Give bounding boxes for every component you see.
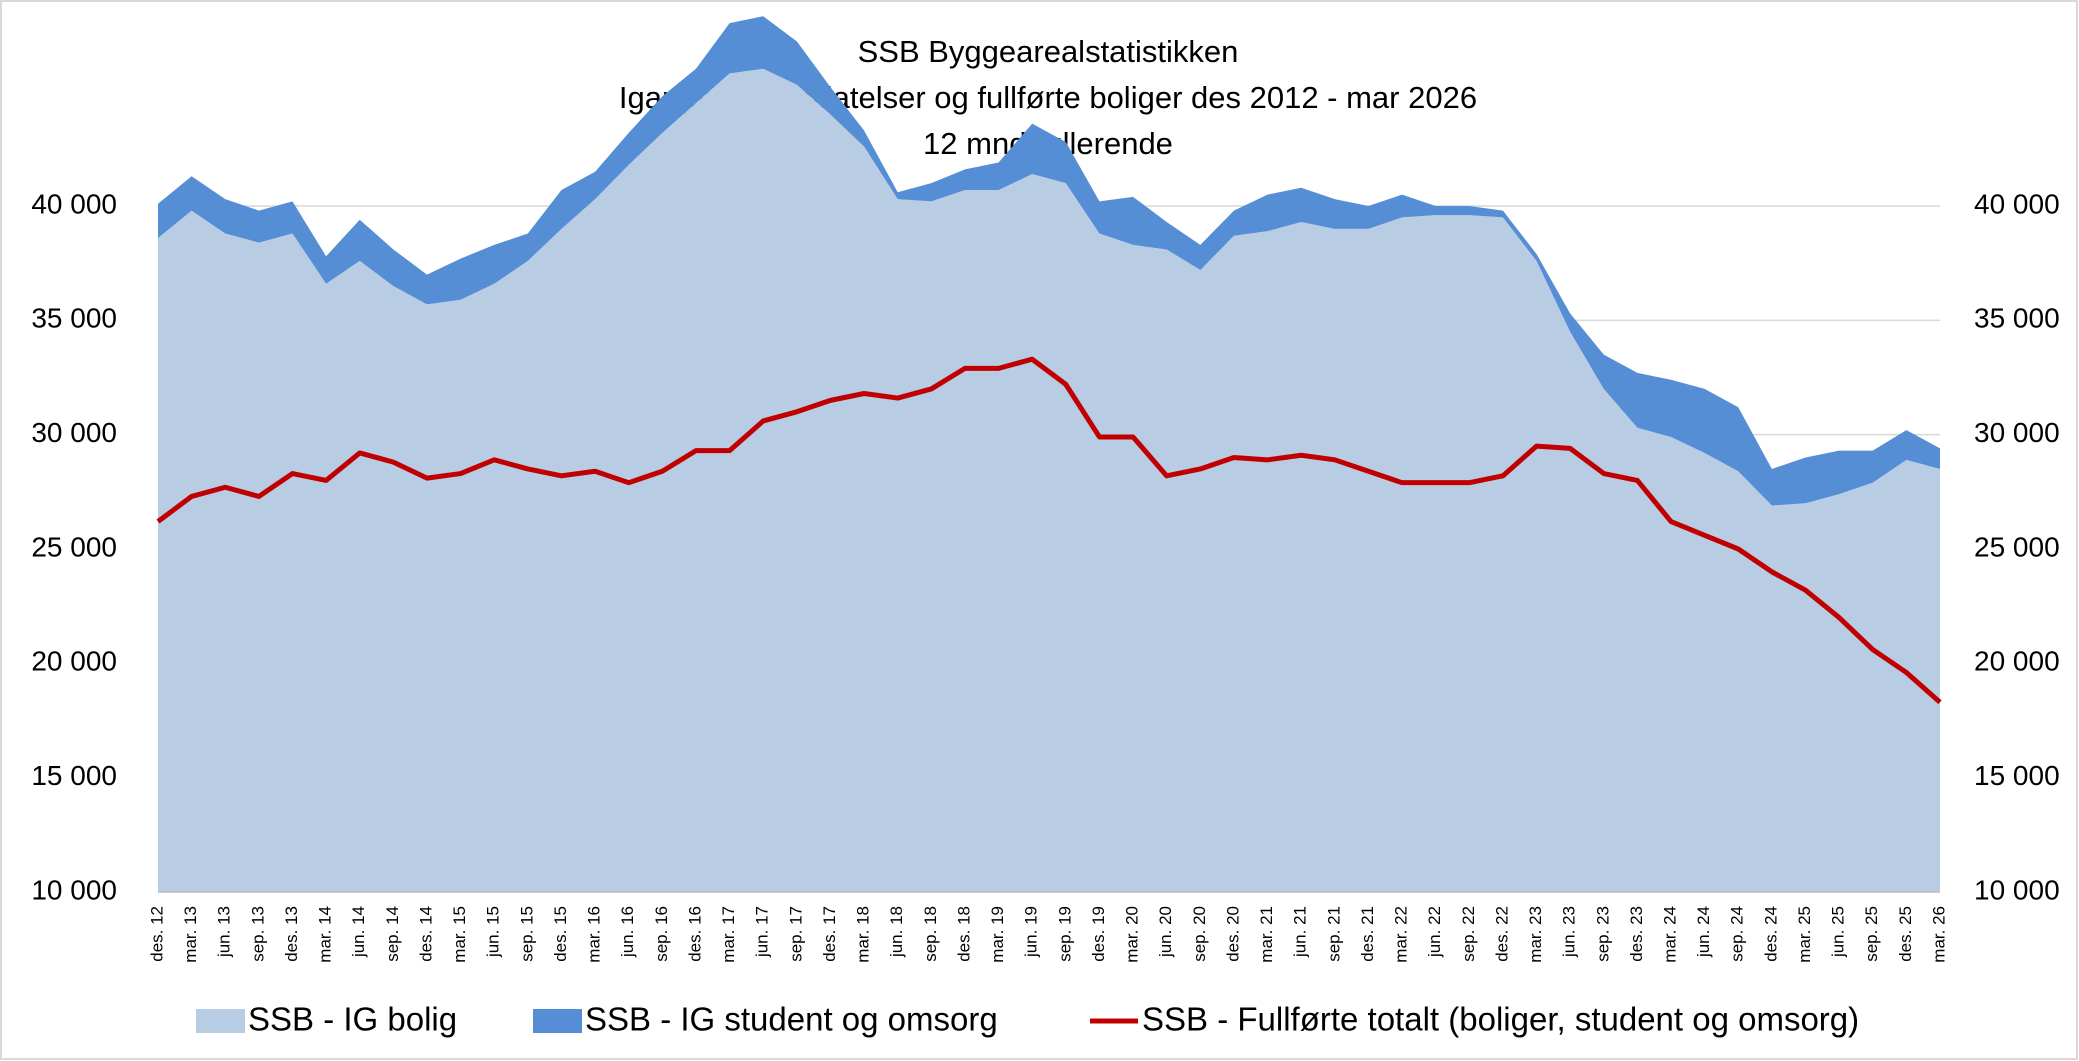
x-tick-label: jun. 24 xyxy=(1694,906,1713,958)
x-tick-label: mar. 15 xyxy=(450,906,469,963)
y2-tick-label: 40 000 xyxy=(1974,188,2060,219)
x-tick-label: mar. 26 xyxy=(1929,906,1948,963)
x-tick-label: mar. 23 xyxy=(1526,906,1545,963)
y-tick-label: 25 000 xyxy=(31,531,117,562)
legend-label: SSB - Fullførte totalt (boliger, student… xyxy=(1142,1001,1859,1038)
y-tick-label: 20 000 xyxy=(31,646,117,677)
x-tick-label: mar. 14 xyxy=(316,906,335,963)
x-tick-label: jun. 18 xyxy=(887,906,906,958)
x-tick-label: sep. 17 xyxy=(786,906,805,962)
y2-tick-label: 25 000 xyxy=(1974,531,2060,562)
x-tick-label: jun. 21 xyxy=(1291,906,1310,958)
x-tick-label: sep. 21 xyxy=(1324,906,1343,962)
x-tick-label: sep. 22 xyxy=(1459,906,1478,962)
legend-label: SSB - IG student og omsorg xyxy=(585,1001,998,1038)
legend-label: SSB - IG bolig xyxy=(248,1001,457,1038)
x-tick-label: des. 23 xyxy=(1627,906,1646,962)
y-tick-label: 30 000 xyxy=(31,417,117,448)
x-tick-label: jun. 14 xyxy=(349,906,368,958)
x-tick-label: jun. 25 xyxy=(1829,906,1848,958)
x-tick-label: sep. 23 xyxy=(1593,906,1612,962)
x-tick-label: mar. 13 xyxy=(181,906,200,963)
x-tick-label: sep. 25 xyxy=(1862,906,1881,962)
x-tick-label: sep. 19 xyxy=(1055,906,1074,962)
x-tick-label: jun. 16 xyxy=(618,906,637,958)
x-tick-label: jun. 13 xyxy=(215,906,234,958)
y2-tick-label: 35 000 xyxy=(1974,303,2060,334)
x-tick-label: des. 19 xyxy=(1089,906,1108,962)
legend-swatch xyxy=(533,1009,582,1033)
y2-tick-label: 30 000 xyxy=(1974,417,2060,448)
x-tick-label: jun. 23 xyxy=(1560,906,1579,958)
x-tick-label: mar. 22 xyxy=(1392,906,1411,963)
y-tick-label: 10 000 xyxy=(31,874,117,905)
chart-title: SSB Byggearealstatistikken xyxy=(858,34,1239,69)
x-tick-label: mar. 24 xyxy=(1661,906,1680,963)
x-tick-label: jun. 17 xyxy=(753,906,772,958)
x-tick-label: des. 16 xyxy=(685,906,704,962)
x-tick-label: jun. 20 xyxy=(1156,906,1175,958)
x-tick-label: jun. 22 xyxy=(1425,906,1444,958)
x-tick-label: sep. 14 xyxy=(383,906,402,962)
line xyxy=(156,356,1942,705)
x-tick-label: sep. 20 xyxy=(1190,906,1209,962)
x-tick-label: des. 12 xyxy=(147,906,166,962)
x-tick-label: sep. 24 xyxy=(1728,906,1747,962)
x-tick-label: mar. 21 xyxy=(1257,906,1276,963)
x-tick-label: jun. 19 xyxy=(1022,906,1041,958)
x-tick-label: sep. 15 xyxy=(517,906,536,962)
x-tick-label: des. 18 xyxy=(954,906,973,962)
x-tick-label: des. 21 xyxy=(1358,906,1377,962)
x-tick-label: mar. 18 xyxy=(854,906,873,963)
area xyxy=(158,68,1940,893)
x-tick-label: mar. 25 xyxy=(1795,906,1814,963)
y-tick-label: 40 000 xyxy=(31,188,117,219)
x-tick-label: des. 17 xyxy=(820,906,839,962)
x-tick-label: sep. 18 xyxy=(921,906,940,962)
y2-tick-label: 10 000 xyxy=(1974,874,2060,905)
area xyxy=(158,16,1940,506)
x-tick-label: sep. 13 xyxy=(248,906,267,962)
x-tick-label: mar. 20 xyxy=(1123,906,1142,963)
x-tick-label: des. 25 xyxy=(1896,906,1915,962)
legend-swatch xyxy=(196,1009,245,1033)
x-tick-label: jun. 15 xyxy=(484,906,503,958)
y2-tick-label: 20 000 xyxy=(1974,646,2060,677)
x-tick-label: des. 13 xyxy=(282,906,301,962)
x-tick-label: des. 14 xyxy=(416,906,435,962)
x-tick-label: des. 22 xyxy=(1492,906,1511,962)
x-tick-label: des. 20 xyxy=(1223,906,1242,962)
x-tick-label: mar. 19 xyxy=(988,906,1007,963)
y-tick-label: 35 000 xyxy=(31,303,117,334)
x-tick-label: sep. 16 xyxy=(652,906,671,962)
y-tick-label: 15 000 xyxy=(31,760,117,791)
x-tick-label: des. 24 xyxy=(1761,906,1780,962)
y2-tick-label: 15 000 xyxy=(1974,760,2060,791)
x-tick-label: mar. 16 xyxy=(585,906,604,963)
x-tick-label: des. 15 xyxy=(551,906,570,962)
x-tick-label: mar. 17 xyxy=(719,906,738,963)
